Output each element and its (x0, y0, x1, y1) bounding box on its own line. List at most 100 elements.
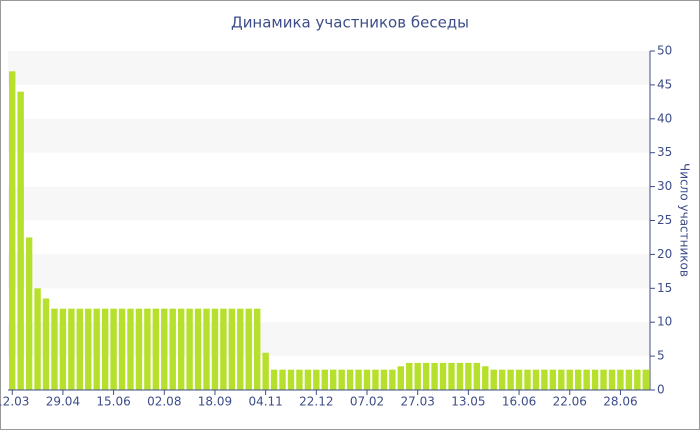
bar (68, 308, 75, 390)
bar (634, 369, 641, 390)
bar (498, 369, 506, 390)
bar (422, 362, 430, 390)
bar (34, 288, 41, 390)
x-tick-label: 29.04 (46, 395, 80, 409)
bar (642, 369, 649, 390)
x-tick-label: 15.06 (96, 395, 130, 409)
bar (237, 308, 244, 390)
bar (253, 308, 261, 390)
bar (473, 362, 481, 390)
bar (25, 237, 33, 390)
bar (59, 308, 67, 390)
bar (51, 308, 58, 390)
x-tick-label: 22.12 (299, 395, 333, 409)
bar (507, 369, 514, 390)
bar (330, 369, 337, 390)
bar (93, 308, 100, 390)
bar (304, 369, 312, 390)
bar (245, 308, 252, 390)
bar (574, 369, 582, 390)
bar (566, 369, 573, 390)
bar (296, 369, 303, 390)
bar (456, 362, 464, 390)
bar (118, 308, 126, 390)
bar (101, 308, 109, 390)
bar (177, 308, 185, 390)
bar (9, 71, 16, 390)
bar (625, 369, 633, 390)
bar (397, 366, 405, 390)
bar (414, 362, 421, 390)
bar (169, 308, 176, 390)
bar (228, 308, 236, 390)
bar (338, 369, 345, 390)
bar (203, 308, 210, 390)
y-tick-label: 15 (657, 281, 672, 295)
bar (76, 308, 84, 390)
y-tick-label: 0 (657, 383, 665, 397)
y-tick-label: 20 (657, 247, 672, 261)
bar (186, 308, 193, 390)
bar (287, 369, 295, 390)
y-tick-label: 40 (657, 111, 672, 125)
bar (355, 369, 362, 390)
y-tick-label: 45 (657, 77, 672, 91)
bar (583, 369, 590, 390)
x-tick-label: 02.08 (147, 395, 181, 409)
bar (279, 369, 286, 390)
bar (558, 369, 565, 390)
y-axis-label: Число участников (678, 163, 692, 277)
bar (262, 352, 269, 390)
x-tick-label: 07.02 (350, 395, 384, 409)
bar (220, 308, 227, 390)
x-tick-label: 27.03 (401, 395, 435, 409)
bar (152, 308, 160, 390)
bar (532, 369, 540, 390)
y-tick-label: 25 (657, 213, 672, 227)
y-tick-label: 50 (657, 44, 672, 58)
bar (372, 369, 379, 390)
x-tick-label: 18.09 (198, 395, 232, 409)
y-tick-label: 5 (657, 349, 665, 363)
bar (313, 369, 320, 390)
bar (211, 308, 219, 390)
x-tick-label: 13.05 (451, 395, 485, 409)
bar (515, 369, 523, 390)
bar (17, 91, 24, 391)
bar (389, 369, 396, 390)
grid-band (8, 51, 650, 85)
grid-band (8, 254, 650, 289)
bar (431, 362, 438, 390)
bar (448, 362, 455, 390)
bar (380, 369, 388, 390)
bar (591, 369, 599, 390)
bar (194, 308, 202, 390)
bar (346, 369, 354, 390)
bar (490, 369, 497, 390)
y-tick-label: 35 (657, 145, 672, 159)
x-tick-label: 28.06 (603, 395, 637, 409)
grid-band (8, 186, 650, 221)
bar (608, 369, 616, 390)
x-tick-label: 12.03 (0, 395, 29, 409)
bar (363, 369, 371, 390)
bar (406, 362, 413, 390)
x-tick-label: 04.11 (248, 395, 282, 409)
bar (127, 308, 134, 390)
bar (549, 369, 557, 390)
bar (541, 369, 548, 390)
bar (465, 362, 472, 390)
chart-title: Динамика участников беседы (231, 14, 469, 32)
bar (161, 308, 168, 390)
bar (42, 298, 50, 390)
bar (321, 369, 328, 390)
bar (85, 308, 92, 390)
bar (144, 308, 151, 390)
bar (110, 308, 117, 390)
x-tick-label: 16.06 (502, 395, 536, 409)
x-tick-label: 22.06 (553, 395, 587, 409)
bar (270, 369, 278, 390)
bar (617, 369, 624, 390)
bar (482, 366, 489, 390)
